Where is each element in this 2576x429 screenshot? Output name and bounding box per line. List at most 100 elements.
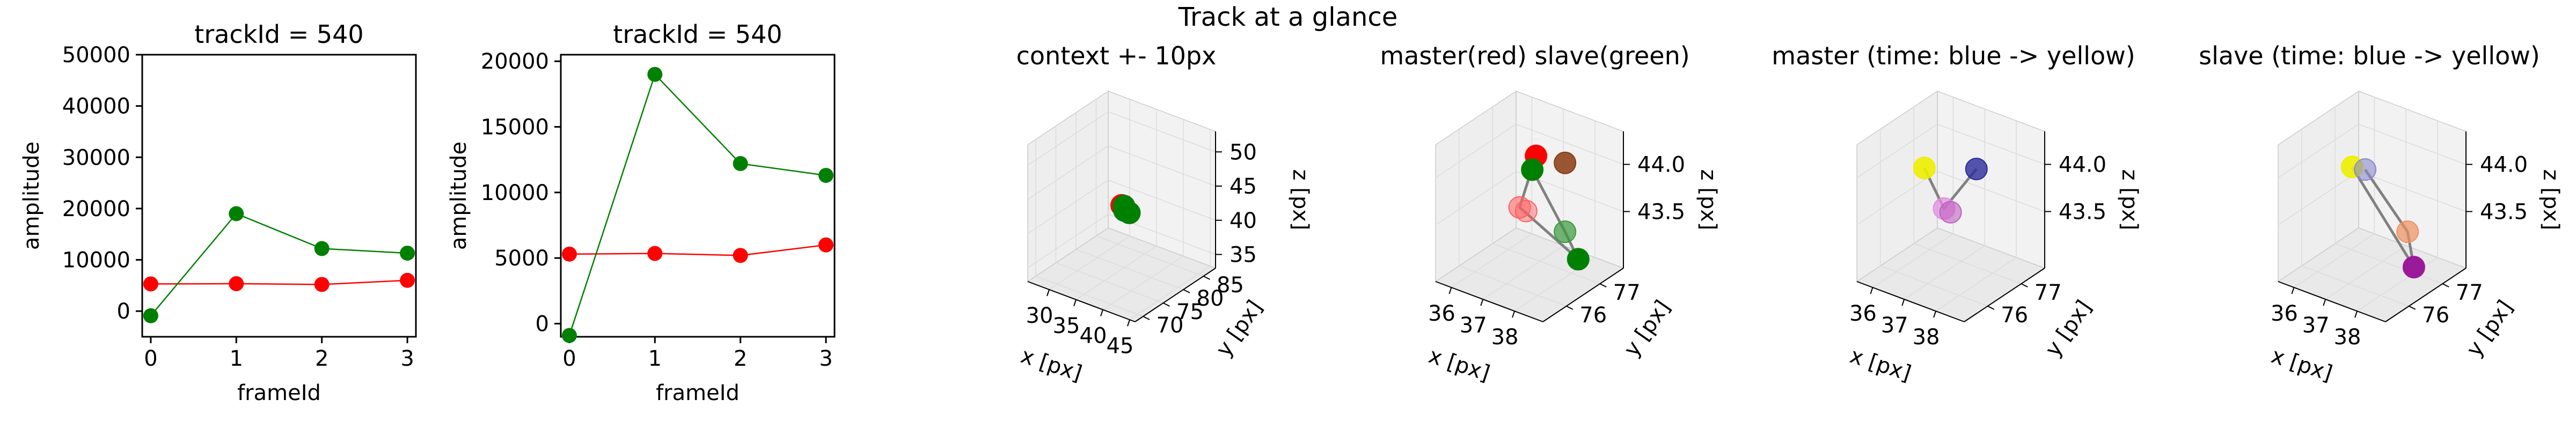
y-axis-label: amplitude xyxy=(447,142,471,250)
grid-line xyxy=(2334,243,2443,284)
z-tick-label: 44.0 xyxy=(1637,153,1685,177)
x-tick-label: 40 xyxy=(1080,324,1107,349)
side-pane xyxy=(2278,90,2359,283)
y-tick-label: 20000 xyxy=(481,49,549,74)
x-tick-label: 45 xyxy=(1107,334,1134,358)
panel-3d-slave: 36 37 38 76 77 43.5 44.0 x [px] y [px] z [px] slav… xyxy=(2199,41,2563,386)
z-tick-label: 43.5 xyxy=(1637,199,1685,224)
x-axis-line xyxy=(2278,281,2386,322)
track-point xyxy=(1554,220,1577,243)
x-axis-label: x [px] xyxy=(1018,343,1085,386)
grid-line xyxy=(1027,180,1109,234)
grid-line xyxy=(1459,265,1567,307)
y-tick xyxy=(2021,283,2028,288)
x-tick xyxy=(1901,299,1905,306)
x-axis-label: frameId xyxy=(237,381,321,405)
track-point xyxy=(1118,201,1141,224)
y-tick-label: 70 xyxy=(1157,313,1184,338)
data-point xyxy=(733,248,748,263)
plot-frame xyxy=(141,54,417,338)
x-tick xyxy=(1933,310,1937,318)
grid-line xyxy=(1129,265,1211,320)
track-point xyxy=(1508,196,1531,219)
x-axis-label: frameId xyxy=(656,381,740,405)
x-axis-label: x [px] xyxy=(1425,343,1492,386)
panel-title: slave (time: blue -> yellow) xyxy=(2199,41,2540,70)
grid-line xyxy=(1880,265,1988,307)
series-line-2 xyxy=(150,212,408,316)
grid-line xyxy=(1435,123,1517,179)
panel-title: master (time: blue -> yellow) xyxy=(1772,41,2135,70)
x-tick xyxy=(2323,299,2326,306)
x-tick xyxy=(1127,319,1130,327)
x-tick xyxy=(1100,309,1103,316)
grid-line xyxy=(1102,255,1184,310)
y-axis-label: y [px] xyxy=(2462,296,2518,361)
track-point xyxy=(1554,151,1577,174)
x-tick-label: 37 xyxy=(2302,313,2330,338)
x-tick xyxy=(1046,289,1050,297)
x-axis-label: x [px] xyxy=(1847,343,1914,386)
track-point xyxy=(1939,201,1962,224)
y-tick xyxy=(1987,305,1995,310)
grid-line xyxy=(1913,243,2022,284)
y-axis-label: amplitude xyxy=(19,142,44,250)
y-tick-label: 50000 xyxy=(62,43,130,68)
grid-line xyxy=(1096,235,1204,277)
track-point xyxy=(1514,199,1538,223)
x-axis-line xyxy=(1856,281,1965,322)
grid-line xyxy=(1935,257,2017,312)
grid-line xyxy=(2301,265,2410,307)
x-axis-label: x [px] xyxy=(2268,343,2335,386)
track-point xyxy=(1567,248,1590,271)
y-tick-label: 76 xyxy=(2001,303,2028,328)
x-tick-label: 36 xyxy=(1849,301,1877,326)
y-tick xyxy=(1599,283,1607,288)
data-point xyxy=(733,156,748,172)
grid-line xyxy=(1027,145,1109,200)
grid-line xyxy=(1108,145,1216,187)
y-axis-line xyxy=(1542,268,1624,322)
grid-line xyxy=(2293,233,2375,288)
y-tick-label: 76 xyxy=(2422,303,2449,328)
y-tick xyxy=(1183,289,1190,293)
y-tick-label: 77 xyxy=(2035,280,2062,305)
data-point xyxy=(143,276,158,292)
x-tick-label: 1 xyxy=(648,346,662,371)
x-tick-label: 1 xyxy=(230,346,243,371)
track-point xyxy=(2402,256,2425,279)
x-tick-label: 38 xyxy=(1913,325,1940,350)
track-point xyxy=(1913,157,1936,180)
grid-line xyxy=(2278,171,2359,226)
grid-line xyxy=(2358,171,2467,212)
grid-line xyxy=(1937,171,2045,212)
y-axis-line xyxy=(1964,268,2045,322)
series-line-2 xyxy=(568,73,826,336)
y-tick-label: 85 xyxy=(1217,273,1244,298)
grid-line xyxy=(1856,171,1938,226)
grid-line xyxy=(1856,123,1938,179)
z-tick-label: 43.5 xyxy=(2059,199,2106,224)
grid-line xyxy=(1516,123,1624,165)
z-axis-label: z [px] xyxy=(2538,169,2563,231)
x-tick-label: 0 xyxy=(562,346,576,371)
x-tick xyxy=(1073,299,1077,307)
series-line-1 xyxy=(150,279,408,285)
data-point xyxy=(143,308,158,323)
y-tick-label: 77 xyxy=(1613,280,1641,305)
data-point xyxy=(229,276,244,292)
x-tick-label: 3 xyxy=(819,346,832,371)
amplitude-chart-2: 0 1 2 3 0 5000 10000 15000 20000 trackId = 540 fra… xyxy=(447,20,836,405)
side-pane xyxy=(1856,90,1938,283)
x-tick-label: 38 xyxy=(1491,325,1519,350)
grid-line xyxy=(1049,235,1130,290)
z-tick-label: 43.5 xyxy=(2480,199,2528,224)
data-point xyxy=(314,277,330,292)
grid-line xyxy=(1108,180,1216,221)
z-tick-label: 44.0 xyxy=(2059,153,2106,177)
x-tick-label: 37 xyxy=(1881,313,1908,338)
x-tick-label: 30 xyxy=(1026,304,1053,328)
x-tick xyxy=(2291,287,2295,294)
